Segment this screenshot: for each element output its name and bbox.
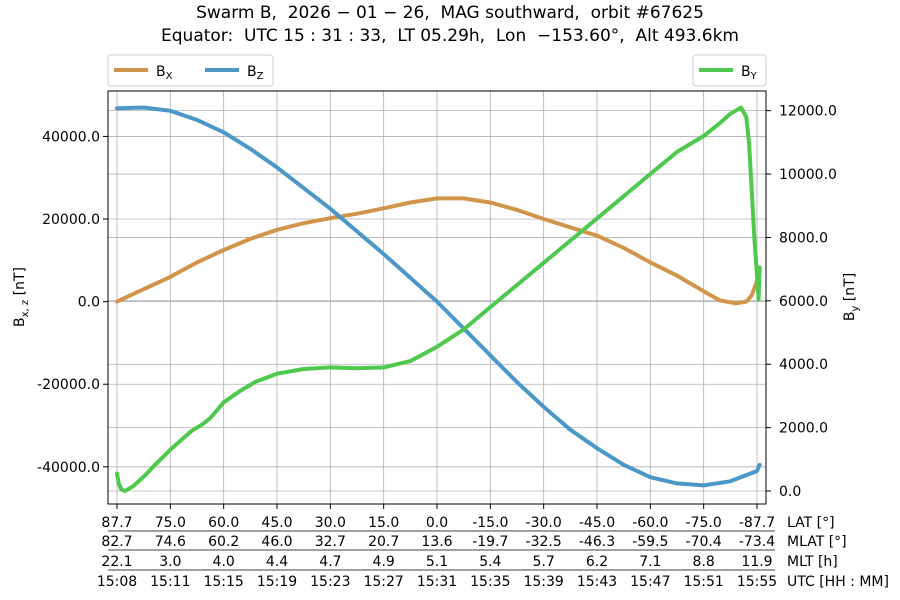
x-tick-label: 15:51 — [683, 574, 723, 590]
x-tick-label: 45.0 — [261, 515, 292, 531]
x-tick-label: 4.0 — [213, 554, 235, 570]
x-tick-label: 32.7 — [315, 534, 346, 550]
left-y-axis: -40000.0 -20000.0 0.0 20000.0 40000.0 — [37, 129, 108, 476]
x-tick-label: 15:35 — [470, 574, 510, 590]
x-tick-label: 15:31 — [417, 574, 457, 590]
x-tick-label: -15.0 — [472, 515, 508, 531]
x-tick-label: 15:55 — [737, 574, 777, 590]
x-tick-label: -45.0 — [579, 515, 615, 531]
x-tick-label: 13.6 — [421, 534, 452, 550]
x-tick-label: 46.0 — [261, 534, 292, 550]
series-line-by — [115, 105, 762, 493]
chart-title-line1: Swarm B, 2026 − 01 − 26, MAG southward, … — [196, 3, 704, 23]
x-tick-label: -46.3 — [579, 534, 615, 550]
x-tick-label: 82.7 — [101, 534, 132, 550]
x-tick-label: 15:23 — [310, 574, 350, 590]
x-axis-table: 87.7 75.0 60.0 45.0 30.0 15.0 0.0 -15.0 -30.0 -45… — [97, 504, 889, 590]
x-row-label: LAT [°] — [787, 515, 835, 531]
x-tick-label: -70.4 — [686, 534, 722, 550]
left-y-axis-label: Bx, z [nT] — [12, 267, 31, 327]
right-y-tick-label: 10000.0 — [779, 167, 837, 183]
legend-right: BY — [692, 54, 767, 87]
left-y-tick-label: -20000.0 — [37, 377, 100, 393]
x-tick-label: 11.9 — [741, 554, 772, 570]
x-tick-label: 15:19 — [257, 574, 297, 590]
legend-left: BX BZ — [107, 54, 274, 87]
x-tick-label: 6.2 — [586, 554, 608, 570]
legend-bz-label: BZ — [247, 64, 264, 82]
x-tick-label: 3.0 — [159, 554, 181, 570]
x-tick-label: 15:39 — [523, 574, 563, 590]
x-tick-label: -32.5 — [526, 534, 562, 550]
x-tick-label: 60.2 — [208, 534, 239, 550]
x-tick-label: 15.0 — [368, 515, 399, 531]
x-tick-label: -75.0 — [686, 515, 722, 531]
legend-bx-label: BX — [156, 64, 173, 82]
x-tick-label: -30.0 — [526, 515, 562, 531]
x-tick-label: 4.9 — [373, 554, 395, 570]
x-tick-label: 75.0 — [155, 515, 186, 531]
x-tick-label: 74.6 — [155, 534, 186, 550]
right-y-tick-label: 12000.0 — [779, 104, 837, 120]
right-y-tick-label: 2000.0 — [779, 421, 828, 437]
series-lines — [115, 105, 762, 493]
x-tick-label: -73.4 — [739, 534, 775, 550]
x-row-label: MLT [h] — [787, 554, 838, 570]
x-tick-label: 8.8 — [693, 554, 715, 570]
x-tick-label: -59.5 — [632, 534, 668, 550]
x-tick-label: 30.0 — [315, 515, 346, 531]
left-y-tick-label: 40000.0 — [42, 129, 100, 145]
x-tick-label: 7.1 — [639, 554, 661, 570]
x-tick-label: -87.7 — [739, 515, 775, 531]
x-tick-label: 15:43 — [577, 574, 617, 590]
right-y-axis-label: By [nT] — [842, 273, 861, 321]
grid — [108, 91, 766, 504]
x-row-label: MLAT [°] — [787, 534, 847, 550]
x-tick-label: -60.0 — [632, 515, 668, 531]
x-tick-label: 15:08 — [97, 574, 137, 590]
right-y-tick-label: 4000.0 — [779, 357, 828, 373]
right-y-axis: 0.0 2000.0 4000.0 6000.0 8000.0 10000.0 12000.… — [766, 104, 837, 500]
legend-left-box — [107, 54, 274, 87]
x-tick-label: -19.7 — [472, 534, 508, 550]
x-tick-label: 87.7 — [101, 515, 132, 531]
x-tick-label: 15:11 — [150, 574, 190, 590]
x-tick-label: 15:15 — [203, 574, 243, 590]
series-line-bz — [115, 105, 762, 488]
left-y-tick-label: -40000.0 — [37, 460, 100, 476]
series-line-bx — [115, 196, 762, 306]
right-y-tick-label: 6000.0 — [779, 294, 828, 310]
x-tick-label: 4.4 — [266, 554, 288, 570]
right-y-tick-label: 0.0 — [779, 484, 801, 500]
x-tick-label: 0.0 — [426, 515, 448, 531]
x-tick-label: 15:47 — [630, 574, 670, 590]
x-tick-label: 60.0 — [208, 515, 239, 531]
legend-by-label: BY — [741, 64, 758, 82]
x-row-label: UTC [HH : MM] — [787, 574, 889, 590]
x-tick-label: 15:27 — [363, 574, 403, 590]
chart-title-line2: Equator: UTC 15 : 31 : 33, LT 05.29h, Lo… — [161, 26, 739, 46]
x-tick-label: 5.1 — [426, 554, 448, 570]
right-y-tick-label: 8000.0 — [779, 230, 828, 246]
x-tick-label: 20.7 — [368, 534, 399, 550]
x-tick-label: 4.7 — [319, 554, 341, 570]
left-y-tick-label: 0.0 — [78, 295, 100, 311]
x-tick-label: 22.1 — [101, 554, 132, 570]
x-tick-label: 5.4 — [479, 554, 501, 570]
x-tick-label: 5.7 — [533, 554, 555, 570]
left-y-tick-label: 20000.0 — [42, 212, 100, 228]
